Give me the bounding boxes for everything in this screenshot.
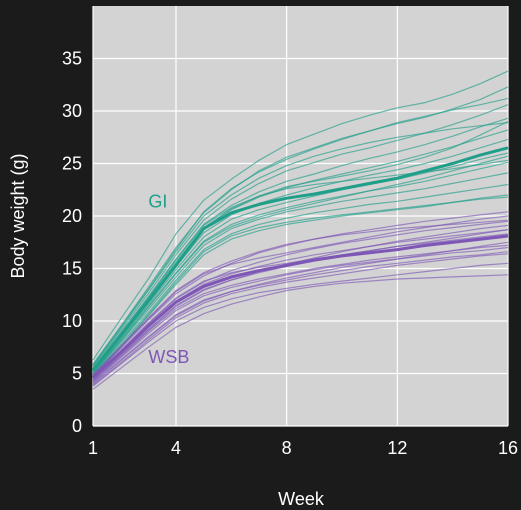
- series-line-gi-8: [92, 161, 509, 374]
- group-label-gi: GI: [148, 192, 167, 212]
- x-tick-label-8: 8: [282, 438, 292, 458]
- y-tick-label-10: 10: [62, 311, 82, 331]
- series-line-gi-9: [92, 172, 509, 375]
- series-line-gi-1: [92, 70, 509, 361]
- series-line-gi-15: [92, 97, 509, 366]
- x-tick-label-4: 4: [171, 438, 181, 458]
- series-line-wsb-22: [92, 251, 509, 384]
- series-lines: [91, 70, 509, 390]
- y-tick-label-30: 30: [62, 101, 82, 121]
- y-tick-label-0: 0: [72, 416, 82, 436]
- series-line-wsb-24: [92, 274, 509, 390]
- y-tick-label-35: 35: [62, 49, 82, 69]
- y-tick-label-15: 15: [62, 259, 82, 279]
- series-line-wsb-27: [92, 246, 509, 383]
- x-tick-labels: 1 4 8 12 16: [88, 438, 518, 458]
- y-tick-label-20: 20: [62, 206, 82, 226]
- mean-line-gi: [91, 146, 509, 372]
- series-line-gi-14: [92, 155, 509, 374]
- series-line-gi-17: [92, 159, 509, 370]
- series-line-gi-3: [92, 104, 509, 368]
- series-line-wsb-23: [92, 262, 509, 387]
- x-tick-label-1: 1: [88, 438, 98, 458]
- x-axis-title: Week: [278, 489, 325, 509]
- series-line-wsb-28: [92, 219, 509, 376]
- group-label-wsb: WSB: [148, 347, 189, 367]
- y-tick-labels: 0 5 10 15 20 25 30 35: [62, 49, 82, 437]
- series-line-wsb-19: [92, 220, 509, 379]
- series-line-gi-12: [92, 122, 509, 367]
- y-tick-label-25: 25: [62, 154, 82, 174]
- series-line-gi-10: [92, 183, 509, 376]
- y-tick-label-5: 5: [72, 364, 82, 384]
- mean-line-wsb: [91, 234, 509, 379]
- series-line-gi-4: [92, 117, 509, 369]
- x-tick-label-12: 12: [387, 438, 407, 458]
- group-labels: GI WSB: [148, 192, 189, 367]
- series-line-gi-16: [92, 196, 509, 378]
- series-line-wsb-32: [92, 253, 509, 386]
- series-line-wsb-29: [92, 241, 509, 385]
- x-tick-label-16: 16: [498, 438, 518, 458]
- y-axis-title: Body weight (g): [8, 153, 28, 278]
- grid-lines: [92, 6, 509, 427]
